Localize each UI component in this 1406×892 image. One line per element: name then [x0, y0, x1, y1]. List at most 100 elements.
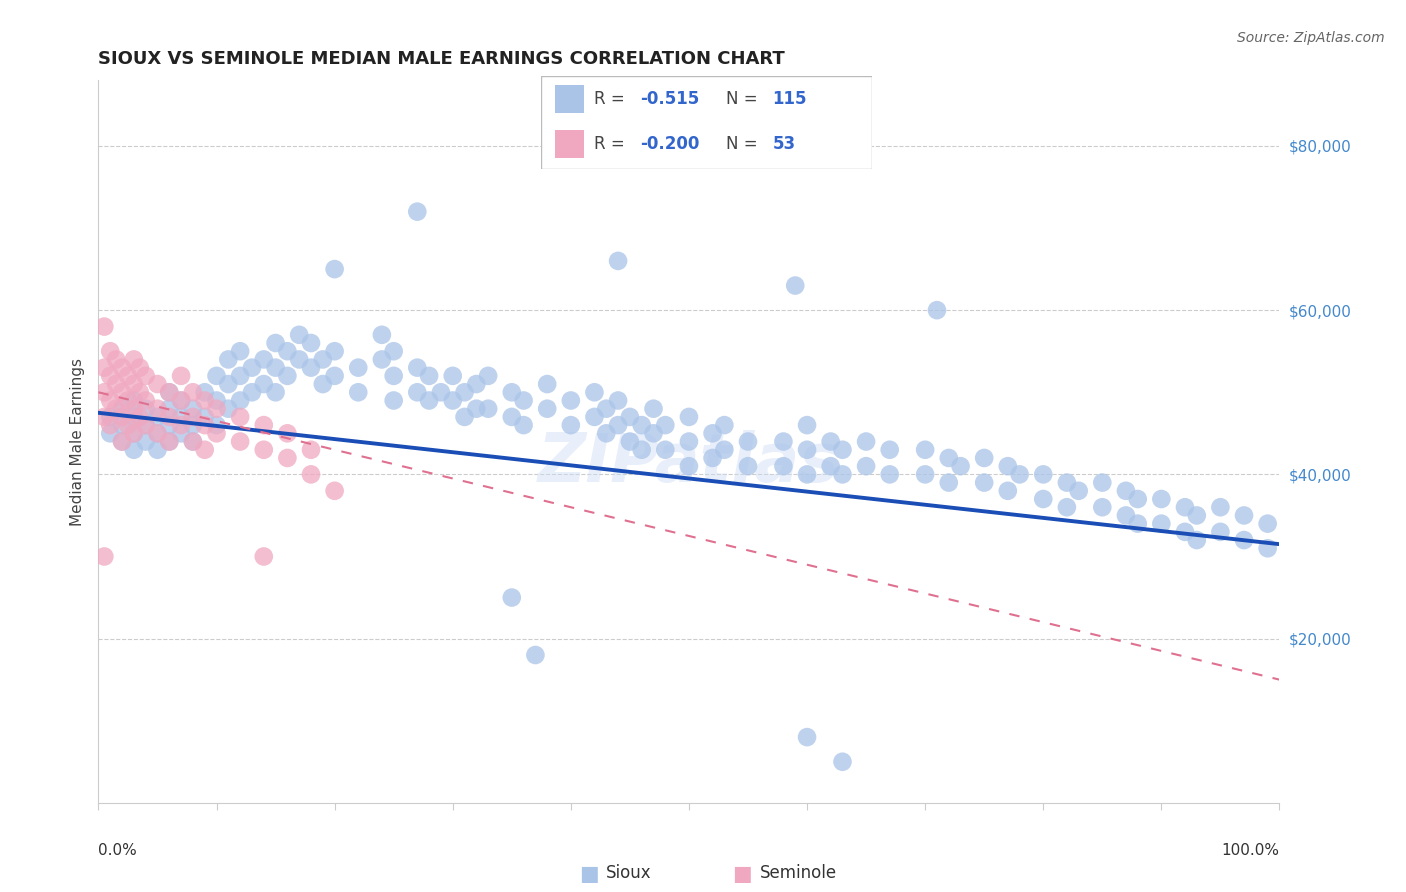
Point: [702, 450, 724, 465]
Point: [831, 755, 853, 769]
Y-axis label: Median Male Earnings: Median Male Earnings: [70, 358, 86, 525]
Point: [1115, 483, 1137, 498]
Point: [170, 393, 193, 408]
Point: [93, 409, 115, 424]
Point: [855, 434, 877, 449]
Point: [229, 434, 252, 449]
Point: [1233, 508, 1256, 523]
Text: SIOUX VS SEMINOLE MEDIAN MALE EARNINGS CORRELATION CHART: SIOUX VS SEMINOLE MEDIAN MALE EARNINGS C…: [98, 50, 785, 68]
Point: [501, 591, 523, 605]
Point: [1056, 475, 1078, 490]
Point: [347, 385, 370, 400]
Point: [205, 426, 228, 441]
Point: [205, 368, 228, 383]
Text: -0.515: -0.515: [641, 90, 700, 108]
Point: [157, 434, 180, 449]
Point: [253, 549, 276, 564]
Point: [170, 426, 193, 441]
Point: [194, 385, 217, 400]
Point: [98, 426, 121, 441]
Point: [678, 434, 700, 449]
Point: [737, 459, 759, 474]
Point: [973, 475, 995, 490]
Point: [441, 368, 464, 383]
Point: [465, 401, 488, 416]
Point: [536, 377, 558, 392]
Point: [146, 409, 169, 424]
Point: [796, 467, 818, 482]
Bar: [554, 85, 585, 113]
Point: [157, 385, 180, 400]
Point: [1008, 467, 1031, 482]
Point: [122, 377, 145, 392]
Point: [264, 360, 287, 375]
Point: [914, 442, 936, 457]
Point: [117, 418, 139, 433]
Point: [288, 327, 311, 342]
Point: [229, 344, 252, 359]
Point: [560, 418, 582, 433]
Text: -0.200: -0.200: [641, 136, 700, 153]
Point: [501, 385, 523, 400]
Point: [194, 409, 217, 424]
Point: [1185, 533, 1208, 547]
Point: [194, 418, 217, 433]
Point: [997, 459, 1019, 474]
Point: [181, 401, 204, 416]
Point: [418, 393, 440, 408]
Point: [820, 434, 842, 449]
Point: [1115, 508, 1137, 523]
Point: [1174, 524, 1197, 539]
Point: [1233, 533, 1256, 547]
Point: [465, 377, 488, 392]
Point: [170, 368, 193, 383]
Text: 53: 53: [773, 136, 796, 153]
Point: [98, 368, 121, 383]
Point: [98, 344, 121, 359]
Point: [117, 368, 139, 383]
Point: [128, 409, 150, 424]
Point: [595, 426, 617, 441]
Point: [406, 204, 429, 219]
Point: [157, 409, 180, 424]
Text: N =: N =: [727, 90, 758, 108]
Point: [146, 377, 169, 392]
Point: [98, 393, 121, 408]
Point: [264, 336, 287, 351]
Point: [170, 409, 193, 424]
Point: [1067, 483, 1090, 498]
Point: [879, 467, 901, 482]
Point: [382, 344, 405, 359]
Point: [146, 401, 169, 416]
Point: [128, 385, 150, 400]
Point: [796, 418, 818, 433]
Point: [205, 418, 228, 433]
Point: [949, 459, 972, 474]
Point: [312, 377, 335, 392]
Point: [299, 336, 322, 351]
Point: [181, 434, 204, 449]
Point: [938, 475, 960, 490]
Point: [997, 483, 1019, 498]
Point: [477, 401, 499, 416]
Point: [117, 393, 139, 408]
Point: [619, 434, 641, 449]
Point: [630, 442, 652, 457]
Point: [276, 426, 298, 441]
Point: [135, 418, 157, 433]
Point: [135, 401, 157, 416]
Point: [146, 442, 169, 457]
Point: [654, 418, 676, 433]
Point: [1032, 491, 1054, 506]
Point: [371, 352, 394, 367]
Point: [111, 434, 134, 449]
Point: [135, 368, 157, 383]
Point: [146, 426, 169, 441]
Point: [607, 418, 630, 433]
Point: [607, 393, 630, 408]
Point: [702, 426, 724, 441]
Point: [855, 459, 877, 474]
Point: [122, 426, 145, 441]
Point: [276, 450, 298, 465]
Point: [323, 344, 346, 359]
